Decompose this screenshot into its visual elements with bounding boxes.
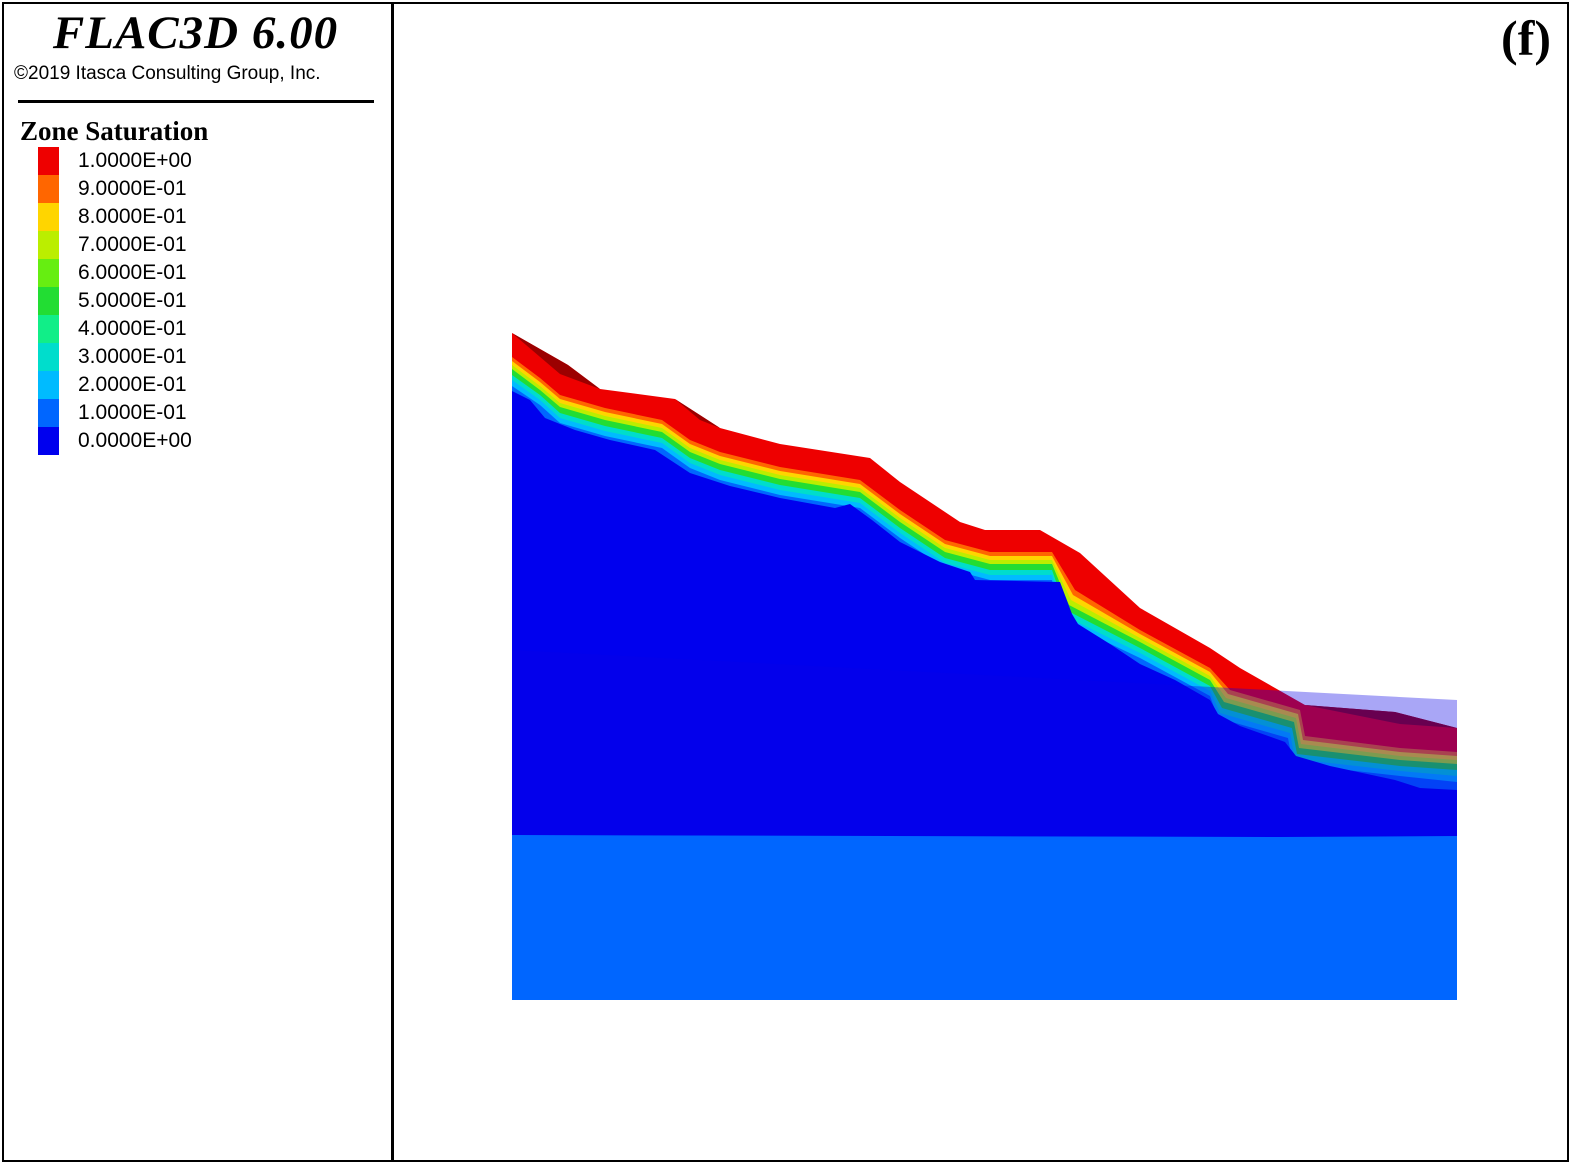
legend-swatch xyxy=(38,147,59,175)
legend-swatch xyxy=(38,315,59,343)
legend-item: 1.0000E-01 xyxy=(38,399,338,427)
legend-item: 1.0000E+00 xyxy=(38,147,338,175)
legend-swatch xyxy=(38,175,59,203)
legend-label: 4.0000E-01 xyxy=(78,317,187,340)
legend-item: 2.0000E-01 xyxy=(38,371,338,399)
legend-label: 8.0000E-01 xyxy=(78,205,187,228)
legend-divider xyxy=(391,2,394,1162)
legend-label: 5.0000E-01 xyxy=(78,289,187,312)
legend-label: 7.0000E-01 xyxy=(78,233,187,256)
legend-label: 3.0000E-01 xyxy=(78,345,187,368)
saturated-zone-shadow xyxy=(675,399,720,428)
saturated-zone-shadow xyxy=(512,333,600,389)
app-title: FLAC3D 6.00 xyxy=(52,7,339,59)
panel-label: (f) xyxy=(1501,10,1551,66)
copyright-notice: ©2019 Itasca Consulting Group, Inc. xyxy=(14,63,321,84)
legend-swatch xyxy=(38,287,59,315)
legend-label: 6.0000E-01 xyxy=(78,261,187,284)
legend-title: Zone Saturation xyxy=(20,116,209,146)
legend-swatch xyxy=(38,259,59,287)
slope-model xyxy=(512,333,1457,1000)
legend-label: 1.0000E+00 xyxy=(78,149,192,172)
header-rule xyxy=(18,100,374,103)
legend-item: 3.0000E-01 xyxy=(38,343,338,371)
legend-label: 2.0000E-01 xyxy=(78,373,187,396)
saturated-zone-shadow xyxy=(1305,705,1457,728)
legend-label: 0.0000E+00 xyxy=(78,429,192,452)
legend-item: 4.0000E-01 xyxy=(38,315,338,343)
legend-swatch xyxy=(38,203,59,231)
legend-item: 7.0000E-01 xyxy=(38,231,338,259)
legend-label: 1.0000E-01 xyxy=(78,401,187,424)
legend-swatch xyxy=(38,231,59,259)
legend-item: 5.0000E-01 xyxy=(38,287,338,315)
dry-zone xyxy=(512,391,1457,837)
legend-item: 0.0000E+00 xyxy=(38,427,338,455)
legend-swatch xyxy=(38,427,59,455)
legend-label: 9.0000E-01 xyxy=(78,177,187,200)
dry-zone-shade xyxy=(512,650,1457,836)
legend-item: 6.0000E-01 xyxy=(38,259,338,287)
legend: 1.0000E+00 9.0000E-01 8.0000E-01 7.0000E… xyxy=(38,147,338,455)
legend-swatch xyxy=(38,371,59,399)
legend-item: 9.0000E-01 xyxy=(38,175,338,203)
legend-item: 8.0000E-01 xyxy=(38,203,338,231)
legend-swatch xyxy=(38,399,59,427)
legend-swatch xyxy=(38,343,59,371)
